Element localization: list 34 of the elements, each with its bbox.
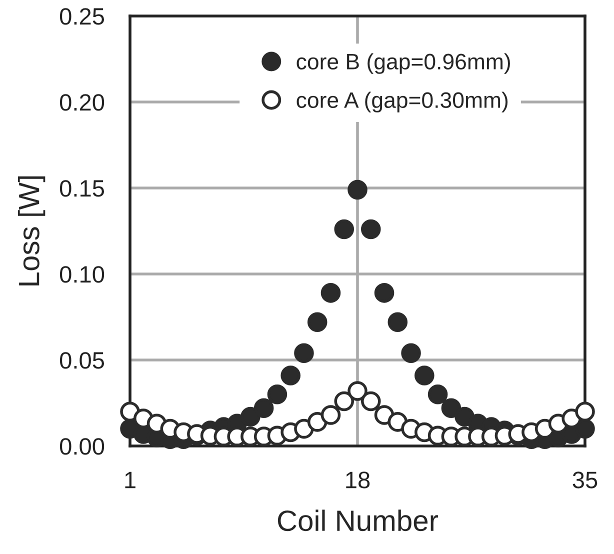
y-tick-label: 0.15: [60, 180, 104, 197]
point: [334, 219, 354, 240]
point: [280, 366, 300, 386]
legend-label: core A (gap=0.30mm): [296, 92, 508, 112]
point: [334, 391, 354, 412]
y-tick-label: 0.00: [60, 438, 104, 455]
x-tick-label: 18: [346, 472, 370, 488]
point: [374, 283, 394, 303]
point: [307, 312, 328, 332]
point: [360, 219, 381, 240]
point: [388, 312, 408, 332]
y-tick-label: 0.10: [60, 266, 104, 283]
y-tick-label: 0.25: [60, 8, 104, 25]
point: [240, 406, 260, 427]
point: [254, 398, 274, 418]
point: [294, 343, 314, 364]
point: [428, 384, 448, 404]
point: [267, 384, 288, 404]
x-axis-title: Coil Number: [278, 510, 438, 532]
y-tick-label: 0.05: [60, 352, 104, 369]
x-tick-label: 35: [572, 472, 598, 488]
y-axis-title: Loss [W]: [18, 176, 46, 286]
point: [575, 402, 595, 422]
point: [348, 180, 368, 200]
point: [320, 283, 341, 303]
point: [401, 343, 421, 364]
point: [348, 381, 368, 401]
x-tick-label: 1: [125, 472, 136, 488]
point: [414, 366, 434, 386]
y-tick-label: 0.20: [60, 94, 104, 111]
legend-label: core B (gap=0.96mm): [296, 53, 510, 74]
point: [360, 391, 381, 412]
point: [320, 405, 341, 425]
point: [441, 398, 462, 418]
